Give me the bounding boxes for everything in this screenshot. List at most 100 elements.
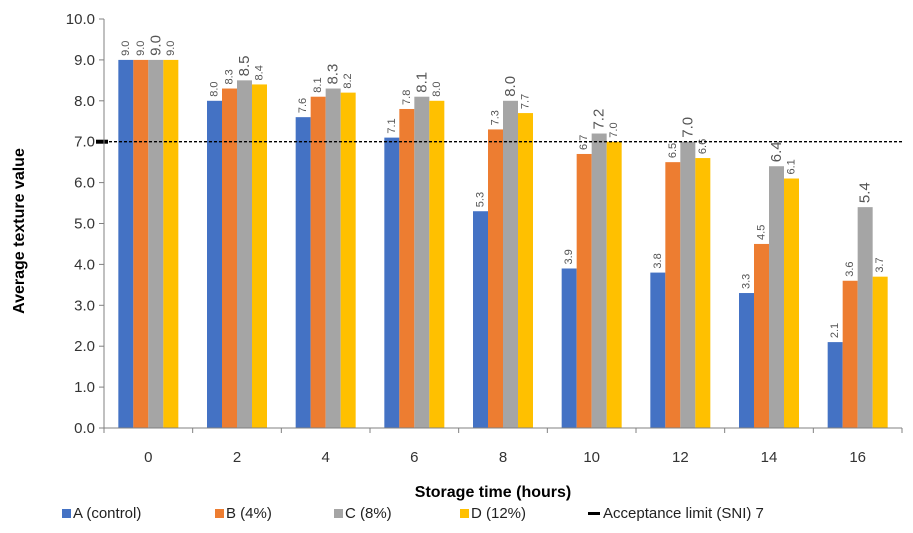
bar-d-12: [695, 158, 711, 428]
y-tick-label: 3.0: [74, 297, 95, 314]
data-label: 6.1: [786, 159, 798, 174]
data-label: 9.0: [135, 41, 147, 56]
x-tick-label: 10: [583, 449, 600, 466]
bar-a-12: [650, 272, 666, 428]
data-label: 8.0: [209, 82, 221, 97]
bar-b-10: [576, 153, 592, 428]
data-label: 8.3: [325, 64, 342, 85]
bar-a-2: [207, 100, 222, 429]
data-label: 9.0: [120, 41, 132, 56]
acceptance-limit-marker: [96, 139, 108, 144]
data-label: 3.6: [844, 261, 856, 276]
x-tick-label: 4: [321, 449, 329, 466]
y-tick-label: 9.0: [74, 52, 95, 69]
bar-d-6: [429, 100, 445, 429]
data-label: 7.0: [679, 117, 696, 138]
x-axis-ticks: 0 2 4 6 8 10 12 14 16: [103, 428, 903, 466]
data-label: 9.0: [147, 35, 164, 56]
bar-d-16: [872, 276, 888, 428]
data-label: 2.1: [829, 323, 841, 338]
x-axis-title: Storage time (hours): [415, 484, 571, 501]
y-tick-label: 2.0: [74, 338, 95, 355]
data-label: 8.0: [431, 82, 443, 97]
x-tick-label: 0: [144, 449, 152, 466]
bar-c-8: [503, 100, 518, 429]
data-label: 8.4: [254, 65, 266, 80]
bar-c-6: [414, 96, 430, 429]
bar-b-8: [488, 129, 503, 428]
data-label: 8.1: [312, 77, 324, 92]
y-tick-label: 8.0: [74, 93, 95, 110]
bar-c-14: [769, 166, 784, 429]
legend-swatch: [62, 509, 71, 518]
bar-c-16: [857, 207, 873, 428]
reference-line-group: [96, 139, 902, 144]
y-tick-label: 4.0: [74, 256, 95, 273]
data-label: 5.3: [475, 192, 487, 207]
legend-swatch: [460, 509, 469, 518]
data-label: 7.2: [591, 109, 608, 130]
y-tick-label: 0.0: [74, 420, 95, 437]
data-labels: 9.0 9.0 9.0 9.08.08.38.5 8.47.68.18.3 8.27.17…: [120, 35, 886, 338]
x-tick-label: 2: [233, 449, 241, 466]
x-tick-label: 12: [672, 449, 689, 466]
bar-a-4: [295, 117, 311, 428]
data-label: 8.0: [502, 76, 519, 97]
bar-c-12: [680, 141, 696, 428]
y-tick-label: 7.0: [74, 134, 95, 151]
x-tick-label: 14: [761, 449, 778, 466]
bar-c-2: [237, 80, 252, 428]
y-tick-label: 6.0: [74, 175, 95, 192]
bar-d-0: [163, 59, 179, 429]
data-label: 7.1: [386, 118, 398, 133]
data-label: 3.7: [874, 257, 886, 272]
y-tick-label: 1.0: [74, 379, 95, 396]
y-axis-title: Average texture value: [11, 148, 28, 314]
legend-line-swatch: [588, 512, 600, 515]
legend: A (control) B (4%) C (8%) D (12%) Acceptance…: [62, 505, 764, 522]
bar-a-6: [384, 137, 400, 429]
data-label: 3.3: [741, 274, 753, 289]
legend-label: D (12%): [471, 505, 526, 522]
bar-c-4: [325, 88, 341, 428]
bars: [118, 59, 888, 429]
bar-a-8: [473, 211, 488, 428]
data-label: 6.5: [667, 143, 679, 158]
bar-d-4: [340, 92, 356, 429]
x-tick-label: 8: [499, 449, 507, 466]
bar-b-16: [842, 280, 858, 428]
legend-swatch: [334, 509, 343, 518]
data-label: 6.4: [768, 141, 785, 162]
data-label: 7.7: [520, 94, 532, 109]
bar-b-2: [222, 88, 237, 428]
bar-a-16: [827, 342, 843, 428]
data-label: 8.2: [342, 73, 354, 88]
x-tick-label: 16: [849, 449, 866, 466]
data-label: 8.1: [413, 72, 430, 93]
y-tick-label: 10.0: [66, 11, 95, 28]
data-label: 4.5: [756, 225, 768, 240]
data-label: 5.4: [857, 182, 874, 203]
bar-d-10: [606, 141, 622, 428]
data-label: 7.8: [401, 90, 413, 105]
legend-label: A (control): [73, 505, 141, 522]
data-label: 3.9: [563, 249, 575, 264]
bar-a-10: [561, 268, 577, 428]
bar-b-4: [310, 96, 326, 429]
data-label: 7.6: [297, 98, 309, 113]
data-label: 6.6: [697, 139, 709, 154]
y-axis-ticks: 0.0 1.0 2.0 3.0 4.0 5.0 6.0 7.0 8.0 9.0 10.0: [66, 11, 104, 437]
legend-label: Acceptance limit (SNI) 7: [603, 505, 764, 522]
data-label: 9.0: [165, 41, 177, 56]
data-label: 3.8: [652, 253, 664, 268]
bar-a-14: [739, 293, 754, 428]
data-label: 7.3: [490, 110, 502, 125]
bar-b-14: [754, 243, 769, 428]
bar-d-8: [518, 113, 533, 428]
data-label: 7.0: [608, 122, 620, 137]
x-tick-label: 6: [410, 449, 418, 466]
bar-b-0: [133, 59, 149, 429]
y-tick-label: 5.0: [74, 216, 95, 233]
bar-c-10: [591, 133, 607, 428]
